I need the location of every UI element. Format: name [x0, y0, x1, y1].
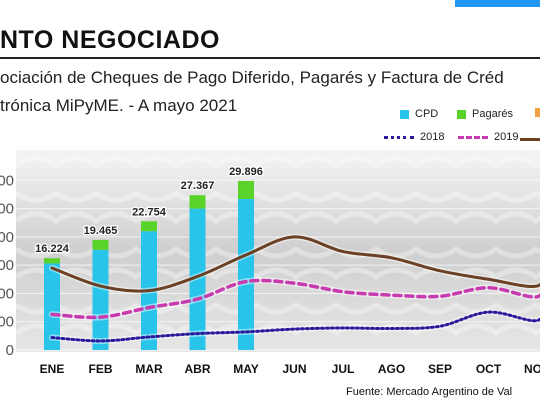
x-tick-label: OCT — [476, 362, 502, 376]
y-tick-label: 00 — [0, 314, 14, 331]
legend-pagares-swatch — [457, 109, 466, 119]
legend-2019-line — [458, 135, 488, 139]
subtitle-line-1: ociación de Cheques de Pago Diferido, Pa… — [0, 68, 504, 87]
source-note: Fuente: Mercado Argentino de Val — [346, 386, 513, 398]
bars — [44, 180, 254, 350]
x-tick-label: MAY — [233, 362, 259, 376]
subtitle-line-2: trónica MiPyME. - A mayo 2021 — [0, 96, 238, 115]
x-tick-label: FEB — [89, 362, 113, 376]
headline: NTO NEGOCIADO — [0, 26, 220, 54]
accent-strip — [455, 0, 540, 7]
legend-cpd-swatch — [400, 109, 409, 119]
bar-pagares — [189, 195, 206, 209]
legend-third — [535, 108, 540, 117]
bar-cpd — [44, 263, 60, 350]
bar-total-label: 19.465 — [84, 225, 118, 237]
series-lines — [48, 233, 540, 344]
bar-totals: 16.224 19.465 22.754 27.367 29.896 — [34, 165, 264, 257]
x-tick-label: NOV — [524, 362, 540, 376]
swirl — [14, 211, 540, 225]
bar-total-label: 29.896 — [229, 166, 263, 178]
swirl — [14, 189, 540, 203]
line-2019 — [50, 278, 540, 320]
y-tick-label: 0 — [6, 342, 14, 359]
x-tick-label: MAR — [135, 362, 163, 376]
bar-total-label: 27.367 — [181, 180, 215, 192]
legend-2020 — [520, 138, 540, 141]
legend-pagares-label: Pagarés — [472, 108, 513, 120]
x-tick-label: ABR — [185, 362, 211, 376]
bar-cpd — [238, 198, 254, 350]
legend-2018-label: 2018 — [420, 131, 445, 143]
bar-pagares — [44, 258, 60, 264]
headline-rule — [0, 57, 540, 59]
y-tick-label: 00 — [0, 285, 14, 302]
legend-2018: 2018 — [384, 131, 444, 143]
bar-cpd — [189, 208, 206, 350]
x-tick-label: ENE — [40, 362, 65, 376]
legend-2018-line — [384, 135, 414, 139]
x-ticks: ENE FEB MAR ABR MAY JUN JUL AGO SEP OCT NOV — [40, 362, 540, 376]
legend-pagares: Pagarés — [457, 108, 513, 120]
line-2018 — [50, 310, 540, 343]
legend-2019: 2019 — [458, 131, 518, 143]
y-tick-label: 00 — [0, 201, 14, 218]
legend-third-swatch — [535, 108, 540, 117]
y-tick-label: 00 — [0, 257, 14, 274]
bar-cpd — [92, 249, 109, 350]
top-bar — [0, 0, 540, 7]
bar-pagares — [141, 221, 157, 232]
y-tick-label: 00 — [0, 229, 14, 246]
bar-total-label: 22.754 — [132, 206, 167, 218]
x-tick-label: SEP — [428, 362, 452, 376]
bar-pagares — [238, 180, 254, 199]
x-tick-label: AGO — [378, 362, 405, 376]
bar-total-label: 16.224 — [35, 243, 70, 255]
y-tick-label: 00 — [0, 172, 14, 189]
legend-cpd: CPD — [400, 108, 438, 120]
legend-2020-line — [520, 138, 540, 141]
legend-2019-label: 2019 — [494, 131, 519, 143]
swirl — [14, 155, 540, 169]
line-2020 — [50, 235, 540, 293]
x-tick-label: JUN — [282, 362, 306, 376]
x-tick-label: JUL — [332, 362, 355, 376]
legend-cpd-label: CPD — [415, 108, 439, 120]
bar-pagares — [92, 239, 109, 250]
